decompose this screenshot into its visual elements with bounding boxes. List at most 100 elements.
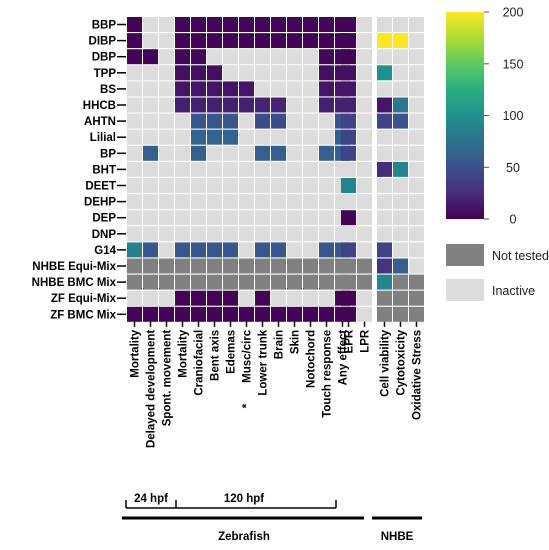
heatmap-cell [271, 290, 286, 306]
heatmap-cell [303, 97, 318, 113]
heatmap-cell [409, 17, 424, 32]
heatmap-cell [287, 17, 302, 32]
heatmap-cell [341, 33, 356, 49]
heatmap-cell [303, 49, 318, 65]
heatmap-cell [271, 81, 286, 97]
heatmap-cell [143, 210, 158, 226]
heatmap-cell [207, 145, 222, 161]
row-label: BS [100, 84, 116, 96]
heatmap-cell [319, 290, 334, 306]
heatmap-cell [393, 113, 408, 129]
heatmap-cell [175, 113, 190, 129]
heatmap-cell [303, 274, 318, 290]
row-label: DIBP [89, 36, 117, 48]
heatmap-cell [159, 242, 174, 258]
heatmap-cell [271, 33, 286, 49]
heatmap-cell [271, 258, 286, 274]
heatmap-cell [409, 33, 424, 49]
heatmap-cell [287, 113, 302, 129]
heatmap-cell [143, 242, 158, 258]
row-label: NHBE BMC Mix [32, 277, 117, 289]
heatmap-cell [271, 178, 286, 193]
heatmap-cell [319, 210, 334, 226]
heatmap-cell [409, 178, 424, 193]
heatmap-cell [287, 65, 302, 81]
heatmap-cell [393, 129, 408, 145]
heatmap-cell [143, 17, 158, 32]
heatmap-cell [191, 274, 206, 290]
heatmap-cell [239, 49, 254, 65]
column-label: Cytotoxicity [396, 329, 408, 395]
heatmap-cell [191, 113, 206, 129]
heatmap-cell [143, 33, 158, 49]
heatmap-cell [357, 81, 372, 97]
heatmap-cell [271, 242, 286, 258]
heatmap-cell [207, 210, 222, 226]
heatmap-cell [127, 210, 142, 226]
heatmap-cell [175, 290, 190, 306]
heatmap-cell [357, 65, 372, 81]
heatmap-cell [319, 194, 334, 210]
heatmap-cell [207, 113, 222, 129]
heatmap-cell [223, 226, 238, 242]
heatmap-cell [223, 33, 238, 49]
group-label-24hpf: 24 hpf [134, 493, 168, 505]
heatmap-cell [319, 129, 334, 145]
heatmap-cell [127, 178, 142, 193]
legend-inactive-label: Inactive [492, 284, 535, 298]
heatmap-cell [207, 274, 222, 290]
heatmap-cell [393, 17, 408, 32]
heatmap-cell [255, 194, 270, 210]
heatmap-cell [271, 161, 286, 177]
heatmap-cell [127, 194, 142, 210]
heatmap-cell [127, 65, 142, 81]
heatmap-cell [271, 145, 286, 161]
heatmap-cell [127, 161, 142, 177]
heatmap-cell [393, 33, 408, 49]
heatmap-cell [239, 33, 254, 49]
heatmap-cell [287, 33, 302, 49]
row-label: DEET [85, 181, 116, 193]
heatmap-cell [175, 161, 190, 177]
heatmap-cell [393, 145, 408, 161]
row-label: ZF Equi-Mix [51, 293, 117, 305]
row-label: DNP [92, 229, 117, 241]
heatmap-cell [255, 242, 270, 258]
heatmap-cells [127, 17, 424, 322]
heatmap-cell [191, 97, 206, 113]
heatmap-cell [341, 242, 356, 258]
heatmap-cell [127, 17, 142, 32]
heatmap-cell [175, 97, 190, 113]
heatmap-cell [341, 226, 356, 242]
heatmap-cell [287, 97, 302, 113]
column-label: Edemas [226, 330, 238, 374]
heatmap-cell [271, 17, 286, 32]
heatmap-cell [377, 17, 392, 32]
heatmap-cell [303, 194, 318, 210]
heatmap-cell [303, 129, 318, 145]
heatmap-cell [159, 49, 174, 65]
heatmap-cell [255, 145, 270, 161]
heatmap-cell [223, 210, 238, 226]
heatmap-cell [319, 274, 334, 290]
heatmap-cell [191, 129, 206, 145]
heatmap-cell [357, 178, 372, 193]
heatmap-cell [393, 65, 408, 81]
heatmap-cell [207, 65, 222, 81]
heatmap-cell [127, 306, 142, 322]
heatmap-cell [341, 194, 356, 210]
heatmap-cell [207, 258, 222, 274]
heatmap-cell [143, 129, 158, 145]
heatmap-cell [175, 242, 190, 258]
column-label: Spont. movement [162, 330, 174, 427]
heatmap-cell [239, 113, 254, 129]
heatmap-cell [239, 145, 254, 161]
heatmap-cell [239, 210, 254, 226]
heatmap-cell [207, 226, 222, 242]
heatmap-cell [207, 97, 222, 113]
heatmap-cell [409, 65, 424, 81]
heatmap-cell [175, 194, 190, 210]
heatmap-cell [341, 258, 356, 274]
heatmap-cell [127, 33, 142, 49]
heatmap-cell [207, 306, 222, 322]
